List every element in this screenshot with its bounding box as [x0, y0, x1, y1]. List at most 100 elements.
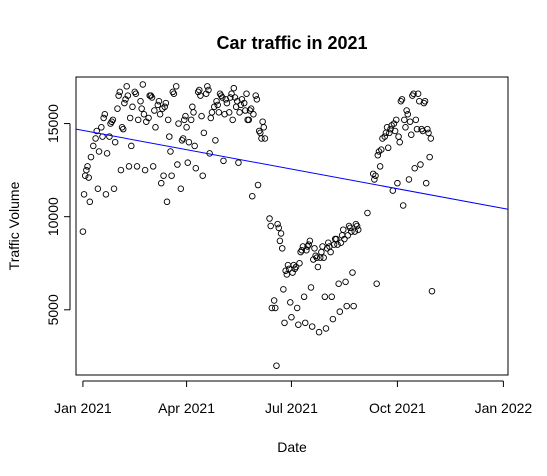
data-point	[164, 116, 172, 124]
data-point	[303, 246, 310, 254]
data-point	[315, 328, 323, 336]
data-point	[376, 163, 384, 170]
data-point	[327, 248, 334, 256]
plot-frame	[75, 76, 509, 376]
data-point	[119, 125, 127, 133]
data-point	[106, 133, 113, 140]
data-point	[93, 127, 100, 135]
data-point	[270, 297, 278, 304]
x-tick-label: Jan 2022	[475, 400, 533, 416]
data-point	[282, 267, 289, 274]
x-tick-label: Jul 2021	[265, 400, 318, 416]
data-point	[420, 99, 428, 107]
data-point	[83, 166, 90, 174]
x-tick-label: Oct 2021	[369, 400, 426, 416]
data-point	[204, 83, 211, 90]
data-point	[214, 101, 221, 109]
data-point	[114, 105, 121, 112]
data-point	[275, 224, 283, 232]
data-point	[243, 90, 250, 98]
data-point	[287, 299, 294, 306]
x-axis-label: Date	[277, 439, 307, 455]
data-point	[155, 97, 163, 105]
data-point	[342, 278, 349, 286]
data-point	[124, 92, 132, 99]
data-point	[108, 118, 115, 125]
data-point	[336, 308, 344, 315]
data-points	[79, 81, 436, 369]
data-point	[413, 125, 421, 133]
data-point	[278, 245, 286, 252]
data-point	[215, 109, 223, 116]
data-point	[293, 304, 301, 312]
data-point	[187, 116, 195, 124]
data-point	[345, 222, 353, 230]
data-point	[94, 185, 102, 192]
data-point	[403, 107, 410, 114]
data-point	[134, 116, 142, 124]
data-point	[235, 159, 242, 166]
data-point	[172, 83, 180, 90]
data-point	[329, 315, 337, 323]
data-point	[422, 179, 430, 187]
data-point	[160, 172, 167, 179]
data-point	[321, 293, 329, 301]
data-point	[250, 110, 257, 118]
data-point	[242, 107, 249, 114]
data-point	[229, 116, 236, 124]
data-point	[247, 105, 255, 112]
data-point	[306, 237, 314, 245]
data-point	[348, 228, 355, 235]
data-point	[132, 90, 140, 98]
data-point	[304, 243, 311, 250]
data-point	[305, 241, 312, 248]
x-axis: Jan 2021 Apr 2021 Jul 2021 Oct 2021 Jan 2022	[54, 380, 533, 416]
data-point	[167, 148, 174, 155]
data-point	[425, 129, 432, 137]
data-point	[313, 254, 321, 261]
data-point	[80, 191, 88, 198]
data-point	[373, 280, 380, 287]
data-point	[252, 92, 259, 99]
data-point	[414, 90, 422, 98]
data-point	[386, 129, 393, 137]
data-point	[128, 142, 135, 150]
data-point	[152, 124, 159, 131]
data-point	[428, 287, 436, 295]
data-point	[175, 120, 182, 127]
data-point	[228, 90, 235, 98]
data-point	[213, 97, 220, 105]
data-point	[404, 110, 412, 118]
data-point	[320, 254, 327, 261]
chart-title: Car traffic in 2021	[216, 33, 367, 53]
data-point	[351, 228, 359, 235]
data-point	[147, 92, 155, 99]
data-point	[295, 321, 302, 328]
data-point	[343, 302, 350, 310]
data-point	[398, 96, 406, 103]
data-point	[177, 185, 185, 192]
data-point	[145, 114, 152, 122]
y-axis: 5000 10000 15000	[45, 104, 71, 325]
data-point	[344, 232, 352, 239]
data-point	[168, 172, 175, 179]
data-point	[181, 116, 188, 124]
data-point	[156, 110, 164, 118]
data-point	[118, 124, 126, 131]
data-point	[125, 163, 133, 170]
data-point	[273, 362, 280, 369]
data-point	[354, 226, 362, 233]
data-point	[200, 129, 208, 137]
data-point	[427, 135, 435, 142]
data-point	[139, 81, 147, 88]
data-point	[260, 124, 268, 131]
data-point	[154, 101, 162, 109]
data-point	[372, 172, 379, 179]
data-point	[325, 239, 332, 247]
data-point	[255, 127, 263, 135]
data-point	[396, 138, 403, 146]
data-point	[409, 92, 416, 99]
data-point	[280, 286, 287, 293]
data-point	[185, 138, 193, 146]
